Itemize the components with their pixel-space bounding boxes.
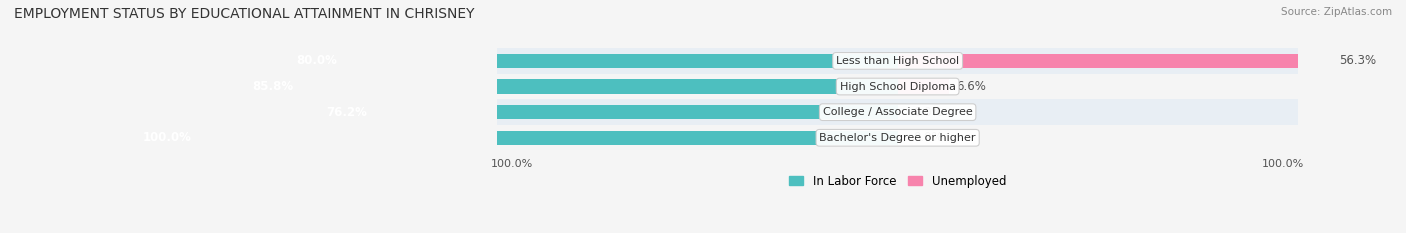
Text: 80.0%: 80.0% bbox=[297, 54, 337, 67]
Text: 100.0%: 100.0% bbox=[142, 131, 191, 144]
Text: EMPLOYMENT STATUS BY EDUCATIONAL ATTAINMENT IN CHRISNEY: EMPLOYMENT STATUS BY EDUCATIONAL ATTAINM… bbox=[14, 7, 475, 21]
Text: 76.2%: 76.2% bbox=[326, 106, 367, 119]
Text: 85.8%: 85.8% bbox=[252, 80, 292, 93]
Bar bbox=[236, 79, 897, 94]
Text: Source: ZipAtlas.com: Source: ZipAtlas.com bbox=[1281, 7, 1392, 17]
Bar bbox=[127, 74, 1406, 99]
Bar bbox=[127, 48, 1406, 74]
Text: Bachelor's Degree or higher: Bachelor's Degree or higher bbox=[820, 133, 976, 143]
Text: 6.6%: 6.6% bbox=[956, 80, 986, 93]
Text: College / Associate Degree: College / Associate Degree bbox=[823, 107, 973, 117]
Text: High School Diploma: High School Diploma bbox=[839, 82, 956, 92]
Text: 0.0%: 0.0% bbox=[912, 106, 942, 119]
Text: 56.3%: 56.3% bbox=[1339, 54, 1376, 67]
Legend: In Labor Force, Unemployed: In Labor Force, Unemployed bbox=[785, 170, 1011, 193]
Bar bbox=[897, 54, 1331, 68]
Bar bbox=[127, 131, 897, 145]
Bar bbox=[127, 99, 1406, 125]
Bar bbox=[311, 105, 897, 119]
Text: Less than High School: Less than High School bbox=[837, 56, 959, 66]
Bar bbox=[897, 79, 949, 94]
Bar bbox=[281, 54, 897, 68]
Bar bbox=[127, 125, 1406, 151]
Text: 0.0%: 0.0% bbox=[912, 131, 942, 144]
